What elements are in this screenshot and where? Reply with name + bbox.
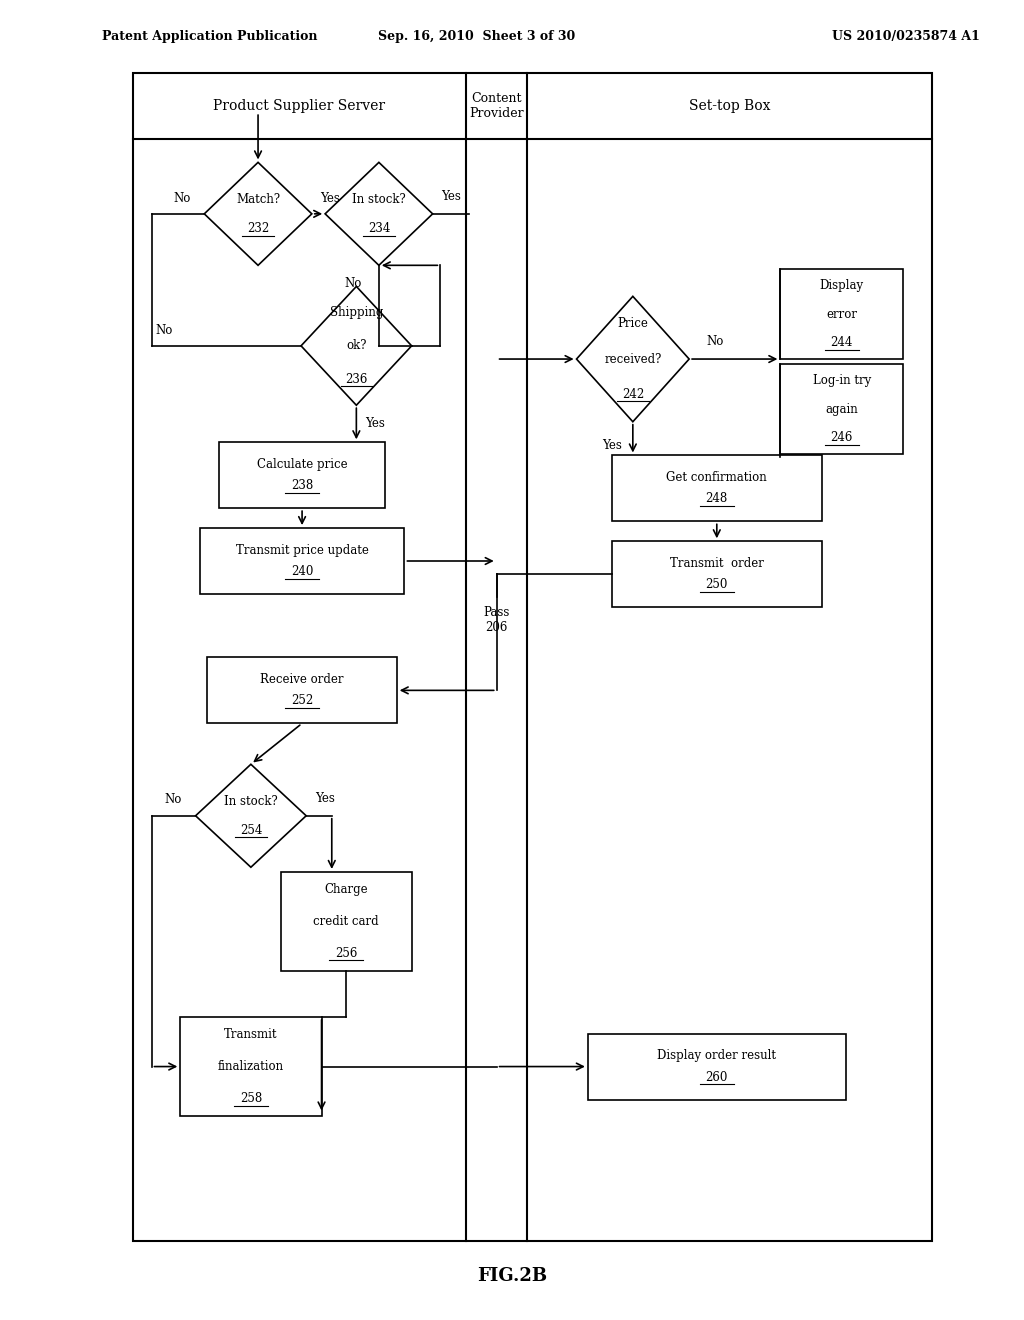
Text: Pass
206: Pass 206 [483, 606, 510, 635]
Text: Yes: Yes [314, 792, 335, 805]
Text: No: No [165, 793, 181, 807]
Text: 242: 242 [622, 388, 644, 401]
Text: In stock?: In stock? [224, 795, 278, 808]
Text: Display: Display [819, 279, 864, 292]
Bar [780, 269, 903, 359]
Text: In stock?: In stock? [352, 193, 406, 206]
Text: Price: Price [617, 317, 648, 330]
Text: Shipping: Shipping [330, 306, 383, 319]
Text: 260: 260 [706, 1071, 728, 1084]
Text: No: No [156, 323, 172, 337]
Text: Log-in try: Log-in try [813, 374, 870, 387]
Text: finalization: finalization [218, 1060, 284, 1073]
Text: 248: 248 [706, 492, 728, 506]
Text: Charge: Charge [325, 883, 368, 896]
Bar [780, 364, 903, 454]
Text: 236: 236 [345, 372, 368, 385]
Text: Yes: Yes [321, 191, 340, 205]
Text: Content
Provider: Content Provider [469, 91, 524, 120]
Text: Yes: Yes [602, 440, 623, 451]
Text: Patent Application Publication: Patent Application Publication [102, 30, 317, 44]
Bar [588, 1034, 846, 1100]
Text: 254: 254 [240, 824, 262, 837]
Text: Transmit  order: Transmit order [670, 557, 764, 570]
Text: Transmit: Transmit [224, 1028, 278, 1041]
Text: 244: 244 [830, 337, 853, 350]
Text: Display order result: Display order result [657, 1049, 776, 1063]
Text: 240: 240 [291, 565, 313, 578]
Bar [180, 1018, 322, 1117]
Text: Product Supplier Server: Product Supplier Server [213, 99, 386, 112]
Bar [611, 541, 821, 607]
Text: ok?: ok? [346, 339, 367, 352]
Text: error: error [826, 308, 857, 321]
Bar [133, 73, 932, 1241]
Text: credit card: credit card [313, 915, 379, 928]
Bar [281, 871, 412, 972]
Text: Calculate price: Calculate price [257, 458, 347, 471]
Text: Get confirmation: Get confirmation [667, 471, 767, 484]
Text: 256: 256 [335, 946, 357, 960]
Text: 232: 232 [247, 222, 269, 235]
Text: Receive order: Receive order [260, 673, 344, 686]
Text: No: No [345, 277, 361, 290]
Bar [219, 442, 385, 508]
Text: 238: 238 [291, 479, 313, 492]
Text: 250: 250 [706, 578, 728, 591]
Text: Yes: Yes [365, 417, 385, 430]
Text: FIG.2B: FIG.2B [477, 1267, 547, 1286]
Bar [200, 528, 404, 594]
Text: 258: 258 [240, 1092, 262, 1105]
Text: received?: received? [604, 352, 662, 366]
Text: again: again [825, 403, 858, 416]
Text: No: No [707, 335, 723, 348]
Text: Match?: Match? [236, 193, 281, 206]
Text: 234: 234 [368, 222, 390, 235]
Text: Transmit price update: Transmit price update [236, 544, 369, 557]
Bar [611, 455, 821, 521]
Text: Sep. 16, 2010  Sheet 3 of 30: Sep. 16, 2010 Sheet 3 of 30 [378, 30, 574, 44]
Text: Yes: Yes [441, 190, 461, 203]
Text: No: No [173, 191, 190, 205]
Bar [207, 657, 396, 723]
Text: 246: 246 [830, 432, 853, 445]
Text: US 2010/0235874 A1: US 2010/0235874 A1 [833, 30, 980, 44]
Text: Set-top Box: Set-top Box [689, 99, 770, 112]
Text: 252: 252 [291, 694, 313, 708]
